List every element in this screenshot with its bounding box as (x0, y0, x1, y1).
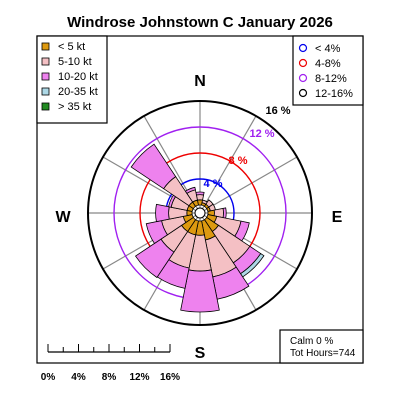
petal-sw-bin2 (134, 238, 175, 279)
ring-legend-label: < 4% (315, 43, 341, 55)
petal-wsw-bin2 (145, 220, 168, 245)
speed-legend-swatch (41, 57, 50, 66)
plot-frame (36, 35, 364, 364)
chart-title: Windrose Johnstown C January 2026 (67, 14, 333, 31)
ring-label-8: 8 % (229, 155, 248, 167)
compass-label-e: E (332, 209, 343, 226)
speed-legend-swatch (41, 42, 50, 51)
petal-nnw-bin2 (184, 186, 196, 194)
rose-area: 4 % 8 % 12 % 16 % (87, 100, 313, 326)
speed-legend-label: 10-20 kt (58, 71, 98, 83)
ring-legend-swatch (298, 73, 308, 83)
ring-legend-label: 4-8% (315, 58, 341, 70)
ring-legend: < 4% 4-8% 8-12% 12-16% (292, 35, 364, 106)
speed-legend-swatch (41, 72, 50, 81)
speed-legend-label: 5-10 kt (58, 56, 92, 68)
ring-label-16: 16 % (265, 105, 290, 117)
ring-label-4: 4 % (204, 178, 223, 190)
calm-text: Calm 0 % (290, 336, 333, 347)
spoke-line (199, 115, 257, 214)
speed-legend-swatch (41, 87, 50, 96)
scale-tick-label: 16% (160, 372, 180, 383)
compass-label-n: N (194, 73, 206, 90)
scale-bar: 0% 4% 8% 12% 16% (41, 344, 180, 383)
speed-legend-label: > 35 kt (58, 101, 91, 113)
ring-legend-swatch (298, 88, 308, 98)
ring-legend-swatch (298, 58, 308, 68)
hours-text: Tot Hours=744 (290, 348, 356, 359)
ring-legend-label: 12-16% (315, 88, 353, 100)
ring-legend-label: 8-12% (315, 73, 347, 85)
speed-legend: < 5 kt 5-10 kt 10-20 kt 20-35 kt > 35 kt (36, 35, 108, 124)
ring-label-12: 12 % (249, 128, 274, 140)
scale-tick-label: 0% (41, 372, 56, 383)
speed-legend-label: 20-35 kt (58, 86, 98, 98)
calm-box-frame (279, 329, 364, 364)
petal-s-bin2 (180, 269, 220, 313)
calm-box: Calm 0 % Tot Hours=744 (279, 329, 364, 364)
scale-tick-label: 4% (71, 372, 86, 383)
petal-e-bin2 (222, 207, 227, 219)
compass-label-w: W (55, 209, 71, 226)
spoke-line (199, 156, 298, 214)
ring-16 (87, 100, 313, 326)
petal-w-bin2 (155, 203, 170, 223)
ring-legend-swatch (298, 43, 308, 53)
calm-circle (194, 207, 206, 219)
speed-legend-swatch (41, 102, 50, 111)
compass-label-s: S (195, 345, 206, 362)
petal-n-bin2 (195, 191, 205, 196)
scale-tick-label: 12% (129, 372, 149, 383)
petal-nw-bin2 (130, 143, 177, 190)
ring-legend-box (292, 35, 364, 106)
scale-tick-label: 8% (102, 372, 117, 383)
speed-legend-label: < 5 kt (58, 41, 85, 53)
